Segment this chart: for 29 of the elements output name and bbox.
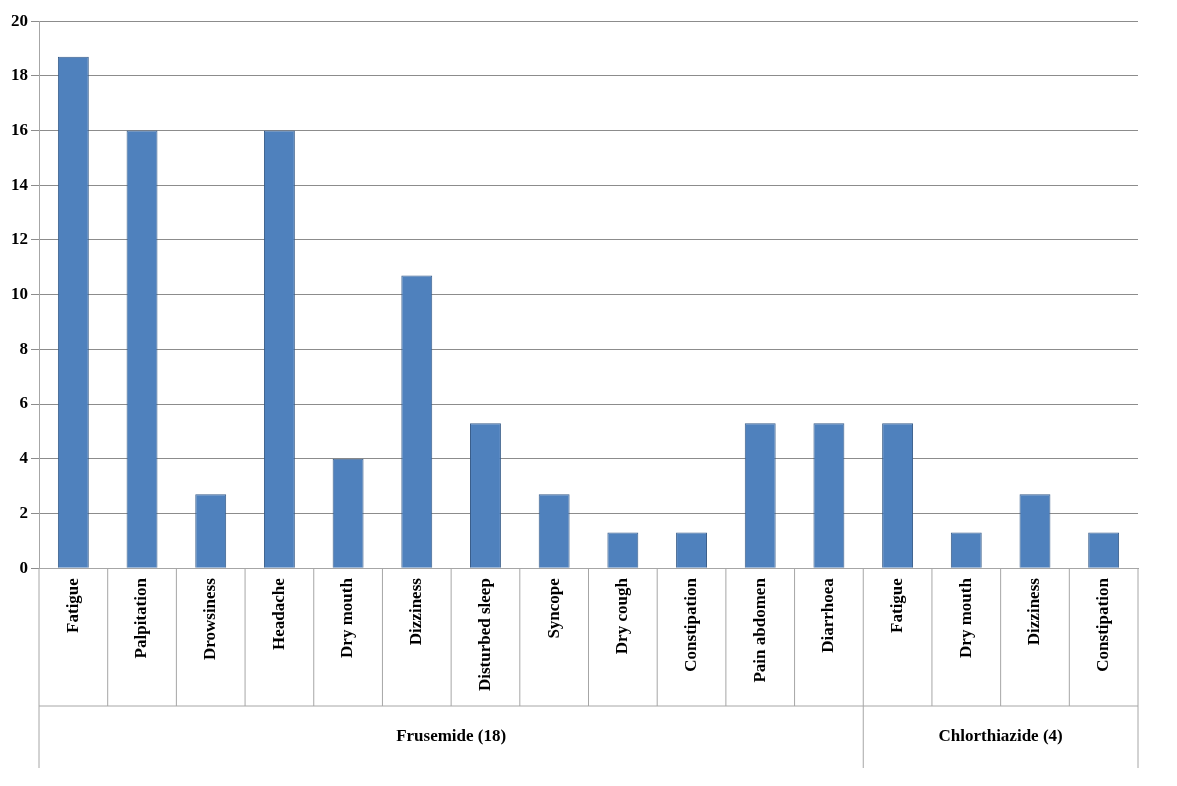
y-tick-label: 8: [19, 338, 28, 358]
y-tick-label: 0: [19, 557, 28, 577]
x-tick-label: Fatigue: [886, 577, 906, 633]
x-tick-label: Constipation: [1093, 577, 1113, 672]
y-tick-label: 14: [11, 174, 29, 194]
x-tick-label: Dizziness: [1024, 577, 1044, 646]
x-tick-label: Dry mouth: [337, 577, 357, 658]
x-tick-label: Constipation: [680, 577, 700, 672]
y-tick-label: 2: [19, 502, 28, 522]
x-tick-label: Headache: [268, 577, 288, 650]
y-tick-label: 6: [19, 393, 28, 413]
x-tick-label: Dizziness: [406, 577, 426, 646]
x-tick-label: Drowsiness: [200, 577, 220, 661]
x-tick-label: Fatigue: [62, 577, 82, 633]
x-tick-label: Diarrhoea: [818, 577, 838, 653]
text: Frusemide (18): [396, 726, 507, 746]
x-tick-label: Dry mouth: [955, 577, 975, 658]
x-tick-label: Palpitation: [131, 577, 151, 659]
x-tick-label: Pain abdomen: [749, 577, 769, 683]
y-tick-label: 12: [11, 229, 28, 249]
y-tick-label: 10: [11, 284, 28, 304]
text: Chlorthiazide (4): [938, 726, 1063, 746]
x-tick-label: Syncope: [543, 577, 563, 639]
y-tick-label: 18: [11, 65, 28, 85]
x-tick-label: Disturbed sleep: [474, 578, 494, 692]
y-tick-label: 20: [11, 10, 28, 30]
y-tick-label: 16: [11, 119, 28, 139]
y-tick-label: 4: [19, 448, 29, 468]
x-tick-label: Dry cough: [612, 577, 632, 655]
